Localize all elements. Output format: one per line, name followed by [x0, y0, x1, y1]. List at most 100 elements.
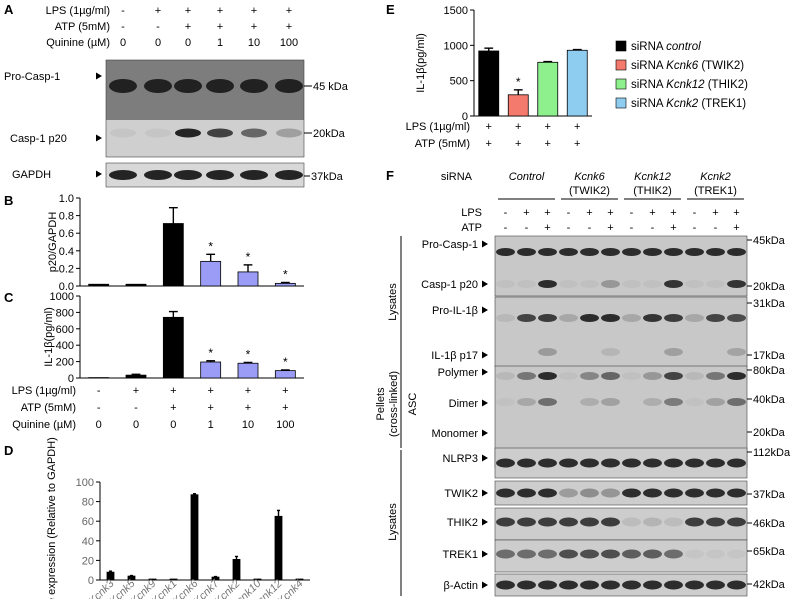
panel-f-blot-label: Polymer [438, 367, 479, 379]
panel-f-blot-arrow [482, 280, 488, 288]
panel-f-band [706, 549, 725, 559]
panel-f-band [580, 517, 599, 527]
panel-f-lps-mark: + [607, 207, 613, 219]
panel-f-size-marker: 40kDa [753, 394, 786, 406]
y-tick-label: 40 [82, 536, 94, 548]
panel-a-lps-mark: + [185, 5, 191, 17]
panel-f-size-marker: 31kDa [753, 298, 786, 310]
panel-f-blot-membrane [494, 573, 748, 597]
panel-a-p20-band [207, 128, 233, 138]
panel-f-band [517, 314, 536, 322]
bar [125, 283, 147, 287]
panel-a-lps-mark: + [155, 5, 161, 17]
panel-f-blot [494, 507, 748, 541]
panel-f-atp-mark: - [588, 222, 592, 234]
y-tick-label: 0.6 [59, 228, 74, 240]
panel-f-band [517, 372, 536, 380]
panel-f-size-marker: 20kDa [753, 427, 786, 439]
y-tick-label: 800 [56, 307, 74, 319]
panel-f-blot-membrane [494, 507, 748, 541]
panel-a-atp-mark: + [185, 21, 191, 33]
panel-f-group-gene: Kcnk2 [700, 171, 731, 183]
panel-f-blot-arrow [482, 489, 488, 497]
y-tick-label: 60 [82, 516, 94, 528]
panel-f-band [706, 248, 725, 256]
panel-f-size-marker: 80kDa [753, 365, 786, 377]
panel-f-band [559, 517, 578, 527]
bar [478, 50, 500, 117]
y-tick-label: 1.0 [59, 193, 74, 205]
panel-f-band [706, 458, 725, 468]
panel-f-band [601, 348, 620, 356]
panel-f-atp-mark: - [525, 222, 529, 234]
legend-target: (THIK2) [705, 79, 749, 91]
panel-a-atp-mark: + [251, 21, 257, 33]
panel-f-band [643, 488, 662, 498]
panel-f-blot-membrane [494, 296, 748, 368]
panel-a-gapdh-blot [105, 162, 305, 188]
panel-f-group-target: (THIK2) [633, 185, 672, 197]
panel-f-band [622, 517, 641, 527]
bar [148, 578, 157, 581]
bar [162, 316, 184, 379]
panel-f-band [538, 488, 557, 498]
y-tick-label: 500 [450, 76, 468, 88]
panel-f-blot-label: Dimer [449, 398, 479, 410]
panel-f-blot-label: Casp-1 p20 [421, 279, 478, 291]
panel-f-blot-label: IL-1β p17 [431, 350, 478, 362]
panel-letter-a: A [4, 2, 14, 17]
y-tick-label: 100 [76, 477, 94, 489]
panel-f-blot [494, 447, 748, 479]
panel-a-pro-casp1-band [174, 79, 202, 93]
panel-a-atp-mark: - [156, 21, 160, 33]
panel-f-band [727, 580, 746, 590]
legend-gene: control [666, 41, 701, 53]
panel-f-band [601, 549, 620, 559]
panel-f-band [517, 248, 536, 256]
panel-a-p20-band [110, 128, 136, 138]
panel-a-marker-20: 20kDa [313, 128, 346, 140]
panel-f-band [580, 488, 599, 498]
y-tick-label: 1000 [50, 291, 74, 303]
panel-f-band [538, 458, 557, 468]
panel-a-lps-mark: + [217, 5, 223, 17]
panel-f-band [517, 458, 536, 468]
panel-c-lps-mark: + [170, 385, 176, 397]
panel-letter-f: F [386, 168, 394, 183]
panel-c-row-label: Quinine (µM) [12, 419, 76, 431]
legend-gene: Kcnk2 [666, 98, 699, 110]
y-axis-label: IL-1β(pg/ml) [43, 307, 55, 367]
panel-f-band [643, 398, 662, 406]
panel-e-chart: 0 500 1000 1500 IL-1β(pg/ml) * [415, 5, 592, 123]
legend-prefix: siRNA [631, 79, 666, 91]
panel-f-band [727, 398, 746, 406]
panel-f-band [685, 580, 704, 590]
significance-star: * [516, 75, 521, 89]
panel-a-treatment-label: LPS (1µg/ml) [46, 5, 110, 17]
panel-f-band [727, 517, 746, 527]
panel-f-band [664, 280, 683, 288]
panel-f-band [496, 398, 515, 406]
panel-f-group-gene: Kcnk6 [574, 171, 605, 183]
legend-item: siRNA Kcnk2 (TREK1) [631, 98, 746, 110]
panel-a-p20-label: Casp-1 p20 [10, 133, 67, 145]
bar [237, 362, 259, 379]
panel-f-blot-arrow [482, 550, 488, 558]
bar [274, 370, 296, 379]
panel-f-band [643, 580, 662, 590]
panel-f-group-gene: Control [509, 171, 545, 183]
panel-a-casp1-blot [105, 59, 305, 158]
panel-f-blot [494, 296, 748, 368]
panel-f-blot-label: Monomer [432, 428, 479, 440]
panel-a-gapdh-band [109, 170, 137, 180]
panel-e-row-label: LPS (1µg/ml) [406, 121, 470, 133]
panel-f-band [727, 348, 746, 356]
panel-f-lps-mark: - [504, 207, 508, 219]
significance-star: * [246, 250, 251, 264]
panel-f-band [601, 248, 620, 256]
panel-f-band [664, 580, 683, 590]
panel-c-quinine-value: 0 [133, 419, 139, 431]
legend-item: siRNA Kcnk12 (THIK2) [631, 79, 748, 91]
panel-f-band [559, 372, 578, 380]
